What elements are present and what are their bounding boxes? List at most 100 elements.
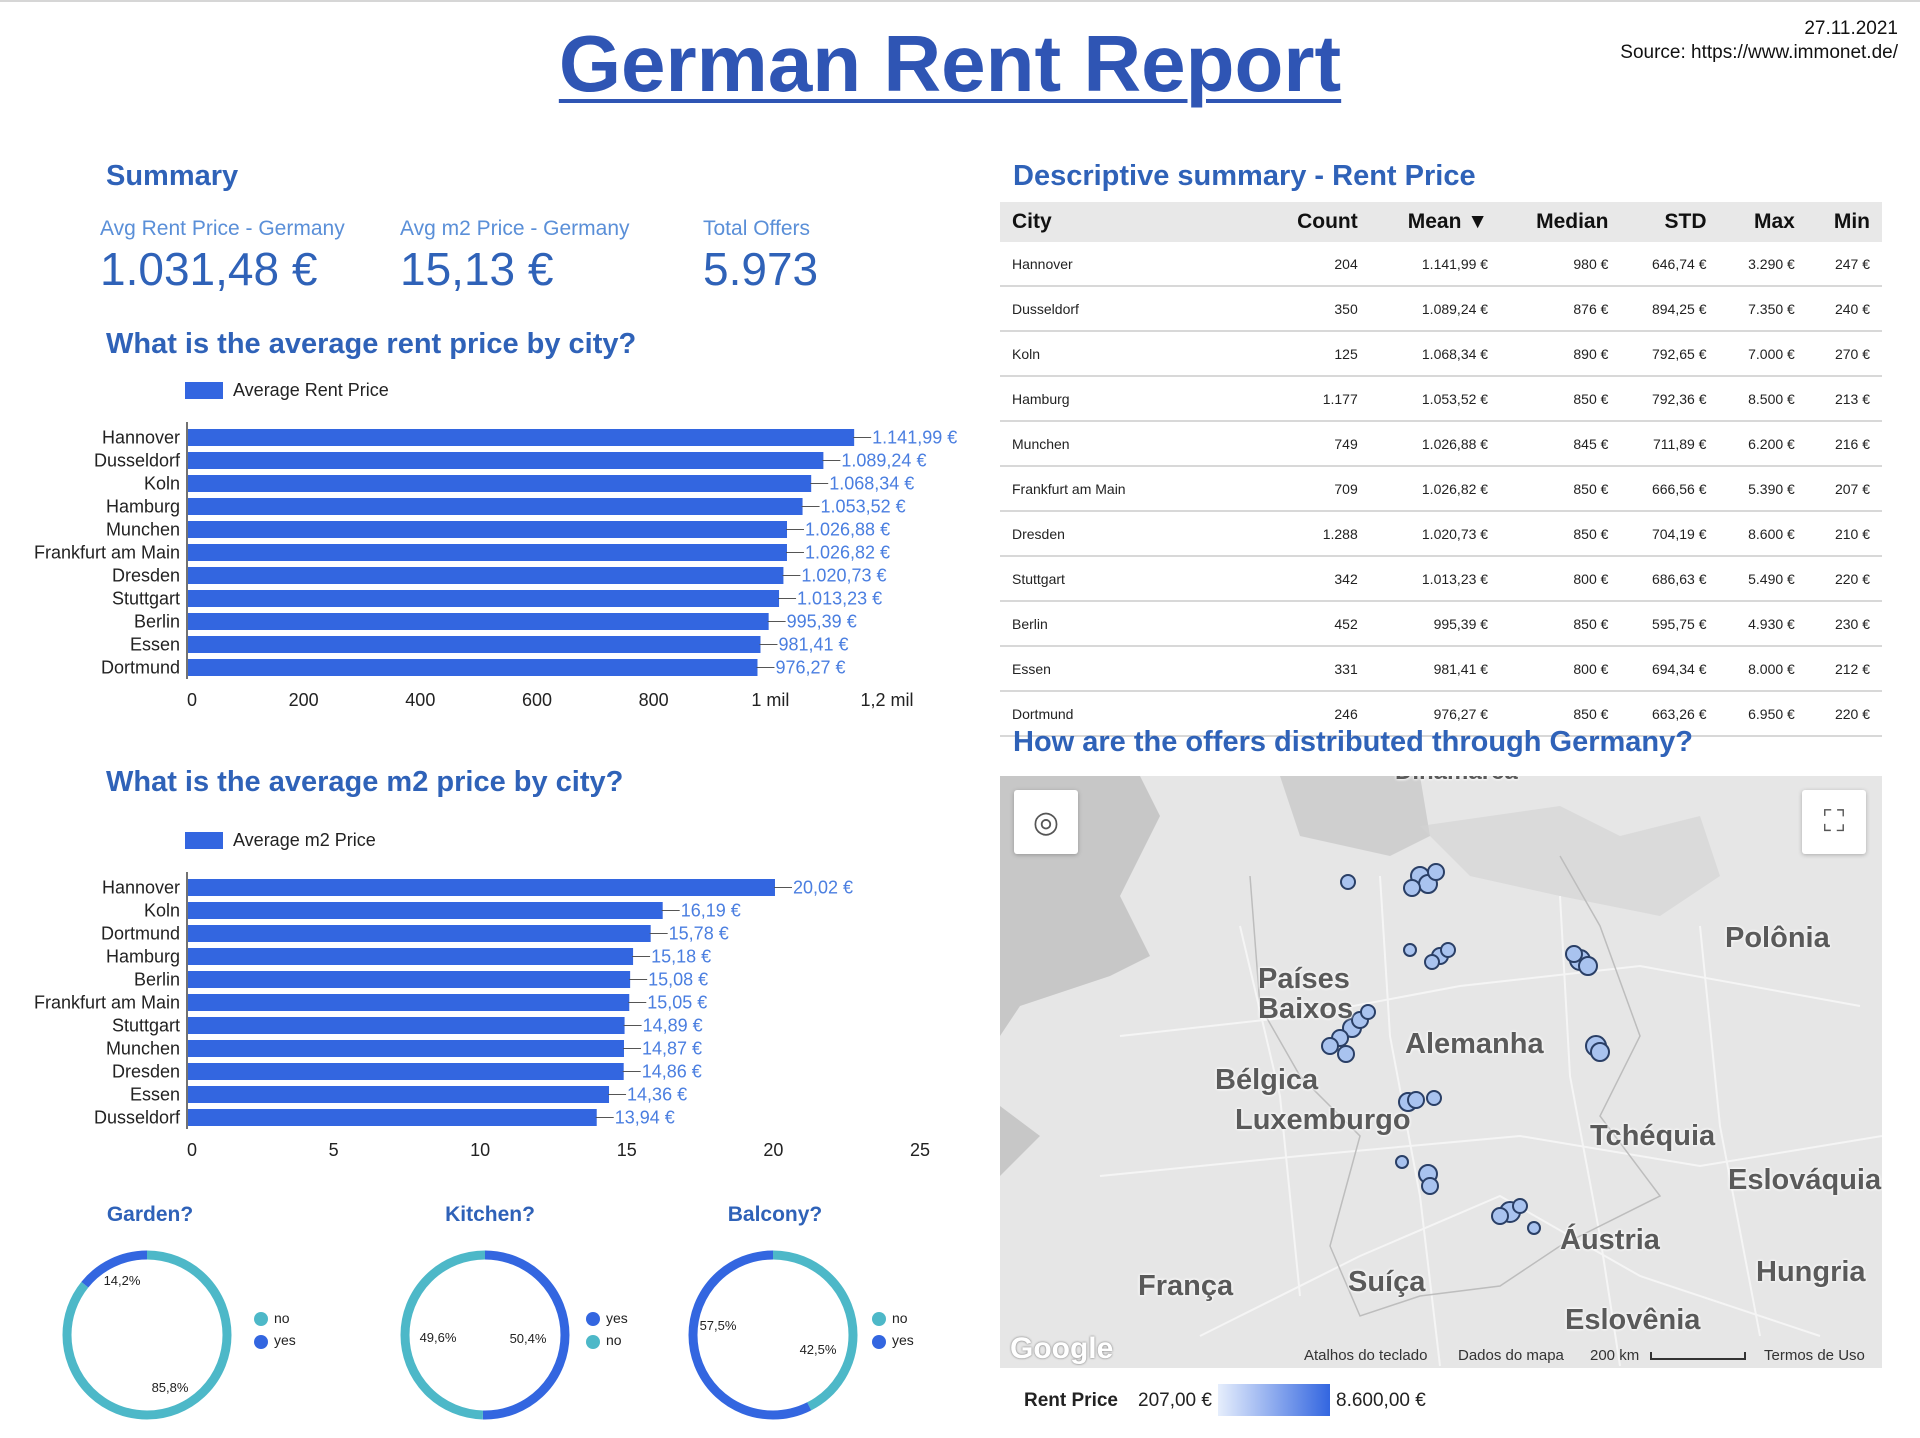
- bar: [188, 1063, 624, 1080]
- kpi-avg-m2-label: Avg m2 Price - Germany: [400, 217, 630, 240]
- data-label: 1.026,88 €: [805, 520, 890, 540]
- garden-donut: 85,8% 14,2%: [62, 1250, 232, 1420]
- garden-pie-title: Garden?: [106, 1203, 194, 1226]
- column-header[interactable]: STD: [1620, 202, 1719, 242]
- table-body: Hannover 204 1.141,99 €980 €646,74 €3.290 …: [1000, 242, 1882, 737]
- map-label-france: França: [1138, 1270, 1234, 1302]
- sea-area: [1000, 1106, 1040, 1176]
- map-label-slovenia: Eslovênia: [1565, 1304, 1701, 1336]
- bar: [188, 590, 780, 607]
- table-cell: 686,63 €: [1620, 556, 1719, 602]
- table-cell: 800 €: [1500, 556, 1621, 602]
- column-header[interactable]: Max: [1718, 202, 1807, 242]
- table-cell: 663,26 €: [1620, 691, 1719, 737]
- table-row: Hannover 204 1.141,99 €980 €646,74 €3.290 …: [1000, 242, 1882, 287]
- locate-icon[interactable]: ◎: [1014, 790, 1078, 854]
- map-label-denmark: Dinamarca: [1395, 776, 1518, 786]
- kpi-avg-rent-value: 1.031,48 €: [100, 243, 318, 295]
- column-header[interactable]: Mean ▼: [1369, 202, 1501, 242]
- legend-dot: [586, 1312, 600, 1327]
- table-cell: 5.490 €: [1718, 556, 1807, 602]
- data-label: 14,87 €: [642, 1039, 702, 1059]
- legend-label: no: [274, 1310, 290, 1326]
- table-cell: 890 €: [1500, 331, 1621, 377]
- table-cell: Koln: [1000, 331, 1264, 377]
- kpi-total-offers-label: Total Offers: [703, 217, 810, 240]
- table-cell: 230 €: [1806, 601, 1882, 647]
- fullscreen-icon[interactable]: ⛶: [1802, 790, 1866, 854]
- table-cell: Dusseldorf: [1000, 286, 1264, 332]
- m2-bar-chart: Hannover 20,02 € Koln 16,19 € Dortmund 15,78 …: [34, 872, 930, 1160]
- table-cell: 3.290 €: [1718, 242, 1807, 287]
- legend-label: yes: [606, 1310, 628, 1326]
- bar: [188, 1109, 597, 1126]
- map-shortcuts-link[interactable]: Atalhos do teclado: [1304, 1347, 1428, 1364]
- garden-legend: no yes: [254, 1310, 296, 1349]
- x-tick-label: 0: [187, 1140, 197, 1160]
- legend-item: yes: [872, 1332, 914, 1349]
- table-cell: 213 €: [1806, 376, 1882, 422]
- table-cell: 1.141,99 €: [1369, 242, 1501, 287]
- country-borders: [1249, 855, 1662, 1317]
- google-logo: Google: [1010, 1332, 1114, 1365]
- map-legend-title: Rent Price: [1024, 1390, 1118, 1411]
- data-label: 981,41 €: [778, 635, 848, 655]
- y-tick-label: Munchen: [106, 520, 180, 540]
- table-cell: 216 €: [1806, 421, 1882, 467]
- table-cell: 125: [1264, 331, 1370, 377]
- y-tick-label: Stuttgart: [112, 589, 180, 609]
- map-scale-bar: [1650, 1352, 1746, 1360]
- map-roads: [1099, 875, 1882, 1367]
- offers-map[interactable]: Dinamarca Polônia Países Baixos Alemanha…: [1000, 776, 1882, 1368]
- table-cell: 694,34 €: [1620, 646, 1719, 692]
- y-tick-label: Dresden: [112, 1062, 180, 1082]
- bar: [188, 994, 630, 1011]
- table-row: Dresden 1.288 1.020,73 €850 €704,19 €8.600…: [1000, 511, 1882, 557]
- bar: [188, 636, 761, 653]
- rent-bar-chart: Hannover 1.141,99 € Dusseldorf 1.089,24 € Ko…: [34, 422, 957, 710]
- m2-chart-legend: Average m2 Price: [185, 830, 376, 851]
- table-cell: 894,25 €: [1620, 286, 1719, 332]
- slice-label: 14,2%: [104, 1273, 141, 1288]
- map-label-switzerland: Suíça: [1348, 1266, 1426, 1298]
- table-cell: 850 €: [1500, 511, 1621, 557]
- slice-label: 42,5%: [800, 1342, 837, 1357]
- slice-label: 49,6%: [420, 1330, 457, 1345]
- table-cell: 240 €: [1806, 286, 1882, 332]
- legend-dot: [872, 1312, 886, 1327]
- map-legend-min: 207,00 €: [1138, 1390, 1212, 1411]
- table-cell: 342: [1264, 556, 1370, 602]
- legend-swatch: [185, 382, 223, 399]
- table-cell: 331: [1264, 646, 1370, 692]
- map-terms-link[interactable]: Termos de Uso: [1764, 1347, 1865, 1364]
- data-label: 20,02 €: [793, 878, 853, 898]
- table-cell: Munchen: [1000, 421, 1264, 467]
- bar: [188, 925, 651, 942]
- y-tick-label: Hannover: [102, 878, 180, 898]
- table-cell: 595,75 €: [1620, 601, 1719, 647]
- x-tick-label: 15: [617, 1140, 637, 1160]
- table-cell: 749: [1264, 421, 1370, 467]
- column-header[interactable]: City: [1000, 202, 1264, 242]
- map-label-slovakia: Eslováquia: [1728, 1164, 1882, 1196]
- x-tick-label: 200: [289, 690, 319, 710]
- data-label: 1.141,99 €: [872, 428, 957, 448]
- column-header[interactable]: Min: [1806, 202, 1882, 242]
- map-data-link[interactable]: Dados do mapa: [1458, 1347, 1564, 1364]
- x-tick-label: 20: [763, 1140, 783, 1160]
- table-cell: Essen: [1000, 646, 1264, 692]
- column-header[interactable]: Count: [1264, 202, 1370, 242]
- table-cell: 8.600 €: [1718, 511, 1807, 557]
- report-title: German Rent Report: [558, 19, 1342, 108]
- bar: [188, 521, 788, 538]
- slice-label: 57,5%: [700, 1318, 737, 1333]
- table-cell: 452: [1264, 601, 1370, 647]
- table-cell: 270 €: [1806, 331, 1882, 377]
- data-label: 15,05 €: [647, 993, 707, 1013]
- balcony-pie-title: Balcony?: [727, 1203, 823, 1226]
- column-header[interactable]: Median: [1500, 202, 1621, 242]
- y-tick-label: Hannover: [102, 428, 180, 448]
- legend-swatch: [185, 832, 223, 849]
- report-source: Source: https://www.immonet.de/: [1620, 42, 1898, 63]
- table-cell: 207 €: [1806, 466, 1882, 512]
